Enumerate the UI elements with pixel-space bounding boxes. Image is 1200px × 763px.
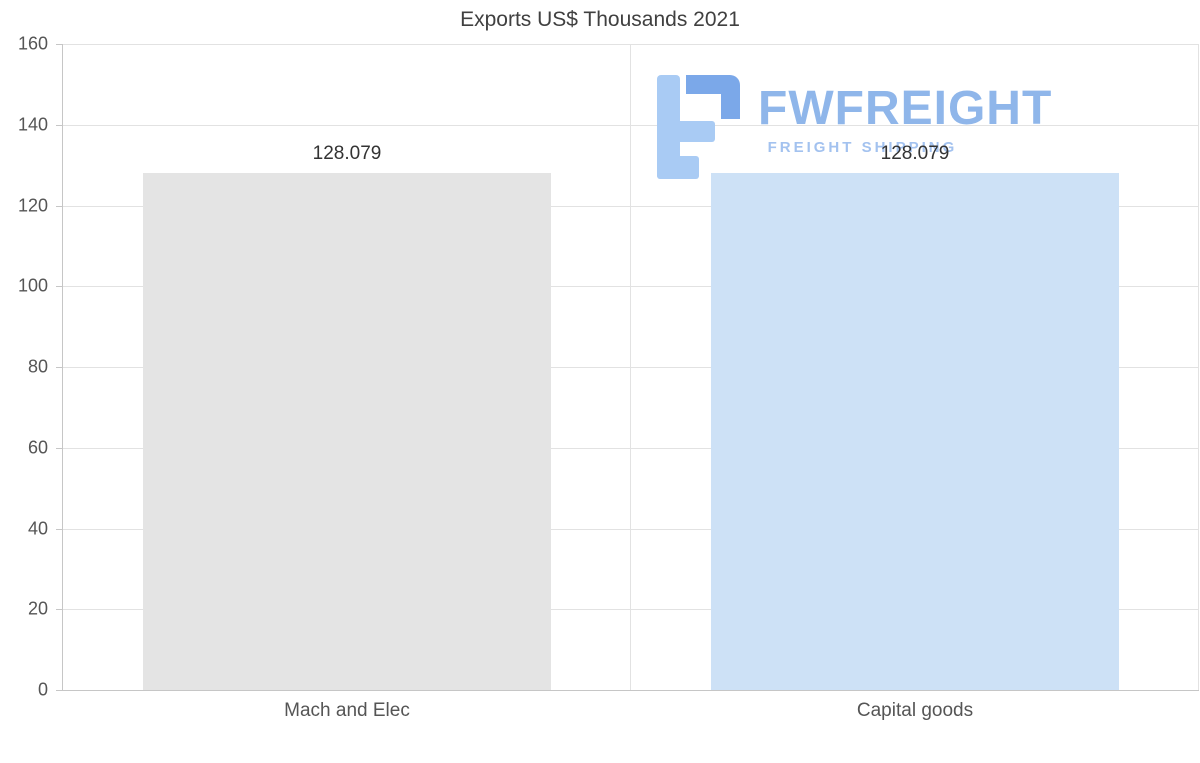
y-axis-label: 20 [27,598,48,619]
y-axis-tick [56,609,63,611]
gridline [63,447,1199,449]
watermark: FWFREIGHT FREIGHT SHIPPING [652,71,1052,188]
y-axis-label: 60 [27,437,48,458]
gridline [63,286,1199,288]
gridline [63,44,1199,45]
vertical-gridline [630,44,631,690]
y-axis-tick [56,124,63,126]
y-axis-tick [56,286,63,288]
watermark-brand: FWFREIGHT [758,82,1053,135]
y-axis-label: 140 [17,114,48,135]
y-axis-label: 120 [17,195,48,215]
y-axis-tick [56,44,63,45]
y-axis-tick [56,690,63,691]
bar [710,172,1120,690]
gridline [63,205,1199,207]
gridline [63,124,1199,126]
y-axis-tick [56,205,63,207]
y-axis-label: 100 [17,275,48,296]
chart-title: Exports US$ Thousands 2021 [460,8,740,31]
y-axis-label: 80 [27,356,48,377]
plot-area: FWFREIGHT FREIGHT SHIPPING 0 20 40 60 80 100 1… [18,34,1199,721]
y-axis-label: 0 [37,679,48,700]
y-axis-label: 160 [17,33,48,54]
x-axis-label: Mach and Elec [284,700,410,721]
fwfreight-logo-icon [652,71,744,188]
y-axis-label: 40 [27,518,48,538]
gridline [63,528,1199,530]
x-axis-label: Capital goods [856,700,974,721]
bar [142,172,552,690]
bar-value-label: 128.079 [312,142,382,164]
y-axis-tick [56,528,63,530]
gridline [63,609,1199,611]
vertical-gridline [1198,44,1199,690]
gridline [63,367,1199,368]
y-axis-tick [56,367,63,368]
bar-value-label: 128.079 [880,142,950,164]
y-axis-tick [56,447,63,449]
